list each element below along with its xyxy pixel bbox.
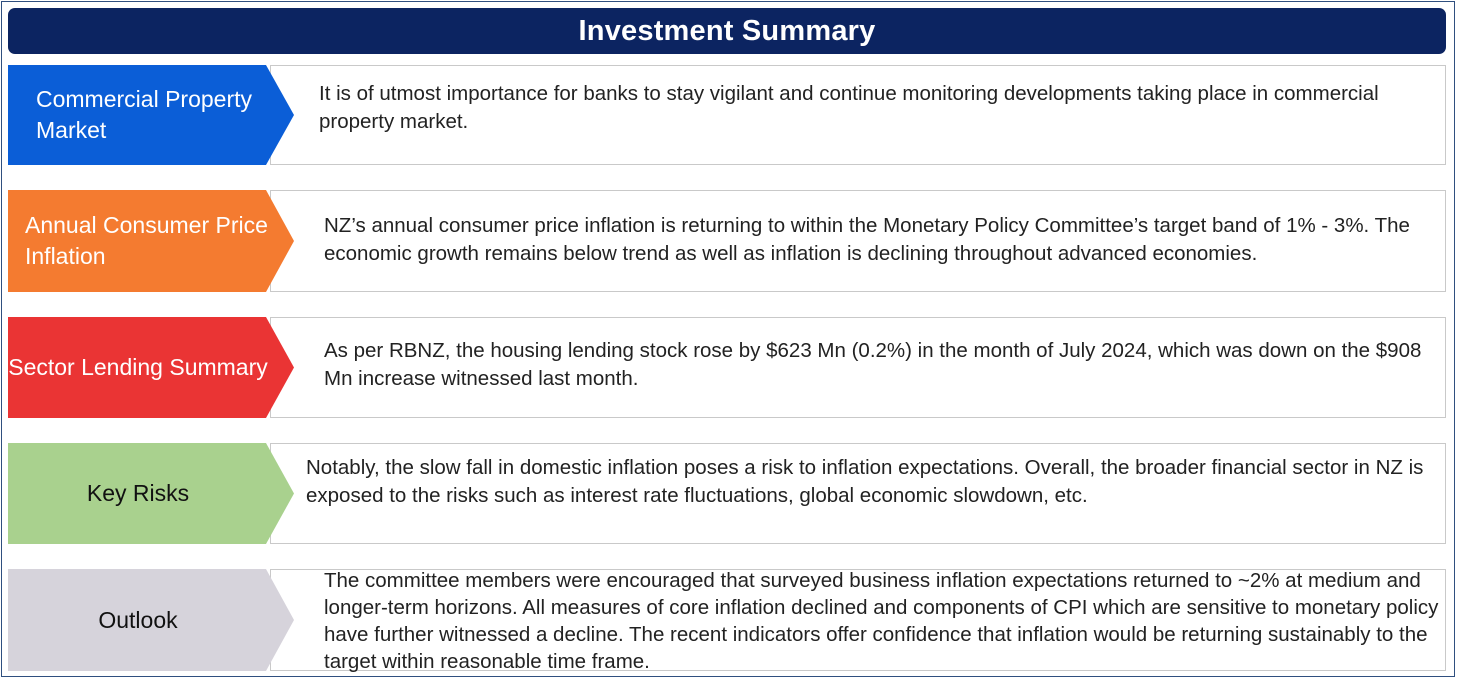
section-label-outlook: Outlook: [8, 569, 294, 671]
summary-row-key-risks: Notably, the slow fall in domestic infla…: [8, 443, 1446, 544]
summary-row-outlook: The committee members were encouraged th…: [8, 569, 1446, 673]
summary-text-box: It is of utmost importance for banks to …: [270, 65, 1446, 165]
summary-row-commercial-property: It is of utmost importance for banks to …: [8, 65, 1446, 165]
page-title: Investment Summary: [8, 8, 1446, 54]
section-label-text: Sector Lending Summary: [8, 354, 268, 380]
summary-text: It is of utmost importance for banks to …: [319, 82, 1379, 133]
section-label-text: Outlook: [98, 606, 178, 633]
section-label-consumer-price-inflation: Annual Consumer Price Inflation: [8, 190, 294, 292]
section-label-key-risks: Key Risks: [8, 443, 294, 544]
summary-text: Notably, the slow fall in domestic infla…: [306, 456, 1424, 507]
section-label-text: Key Risks: [86, 480, 190, 506]
section-label-text: Commercial Property Market: [36, 86, 252, 143]
summary-text: NZ’s annual consumer price inflation is …: [324, 214, 1410, 265]
summary-text-box: As per RBNZ, the housing lending stock r…: [270, 317, 1446, 418]
summary-text-box: Notably, the slow fall in domestic infla…: [270, 443, 1446, 544]
summary-text-box: NZ’s annual consumer price inflation is …: [270, 190, 1446, 292]
section-label-text: Annual Consumer Price Inflation: [25, 212, 268, 269]
summary-row-sector-lending: As per RBNZ, the housing lending stock r…: [8, 317, 1446, 418]
section-label-sector-lending: Sector Lending Summary: [8, 317, 294, 418]
section-label-commercial-property: Commercial Property Market: [8, 65, 294, 165]
summary-text-box: The committee members were encouraged th…: [270, 569, 1446, 673]
summary-text: As per RBNZ, the housing lending stock r…: [324, 339, 1422, 390]
summary-text: The committee members were encouraged th…: [324, 569, 1439, 673]
summary-row-consumer-price-inflation: NZ’s annual consumer price inflation is …: [8, 190, 1446, 292]
